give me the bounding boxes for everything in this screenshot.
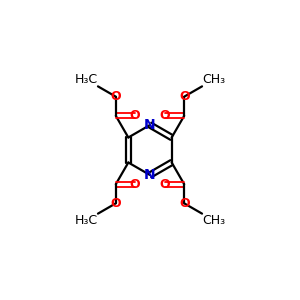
Text: O: O xyxy=(160,109,170,122)
Text: O: O xyxy=(130,109,140,122)
Text: N: N xyxy=(144,168,156,182)
Text: N: N xyxy=(144,118,156,132)
Text: O: O xyxy=(179,90,190,103)
Text: H₃C: H₃C xyxy=(75,74,98,86)
Text: O: O xyxy=(179,197,190,210)
Text: O: O xyxy=(110,197,121,210)
Text: CH₃: CH₃ xyxy=(202,74,225,86)
Text: O: O xyxy=(130,178,140,191)
Text: O: O xyxy=(160,178,170,191)
Text: CH₃: CH₃ xyxy=(202,214,225,226)
Text: H₃C: H₃C xyxy=(75,214,98,226)
Text: O: O xyxy=(110,90,121,103)
